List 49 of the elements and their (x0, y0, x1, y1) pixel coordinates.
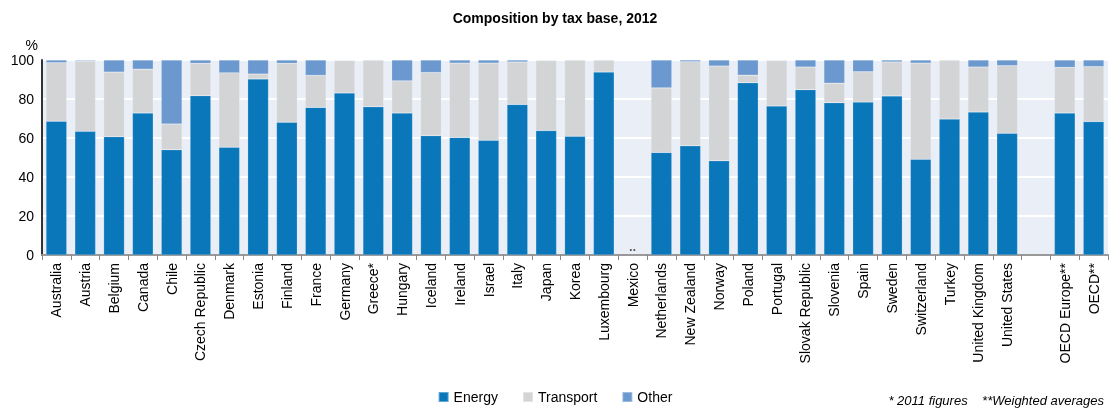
x-tick-label: Czech Republic (192, 263, 209, 362)
x-tick-label: Finland (278, 263, 295, 309)
y-tick-label: 60 (18, 130, 35, 146)
x-tick-label: Korea (567, 262, 583, 301)
y-tick-label: 40 (18, 169, 35, 185)
x-tick-label: United States (999, 263, 1016, 348)
x-tick-label: Norway (711, 263, 728, 311)
y-tick-label: 80 (18, 91, 35, 107)
x-tick-label: Italy (509, 263, 526, 289)
x-tick-label: Australia (48, 262, 65, 318)
x-tick-label: Turkey (941, 263, 958, 306)
y-tick-label: 20 (18, 208, 35, 224)
x-tick-label: OECD** (1085, 262, 1102, 315)
y-tick-label: 0 (26, 247, 35, 263)
x-tick-label: Denmark (221, 262, 238, 320)
x-tick-label: Switzerland (912, 263, 929, 336)
x-tick-label: Mexico (624, 262, 641, 308)
x-tick-label: Luxembourg (595, 263, 612, 341)
annotation: .. (629, 239, 637, 254)
x-tick-label: Canada (134, 262, 151, 313)
x-tick-label: Japan (538, 263, 555, 302)
x-tick-label: Slovenia (826, 262, 843, 317)
x-tick-label: Poland (739, 263, 756, 307)
x-tick-label: Spain (855, 263, 872, 299)
x-tick-label: France (307, 262, 324, 307)
x-tick-label: OECD Europe** (1056, 262, 1073, 364)
x-tick-label: Austria (77, 262, 94, 307)
legend-label: Other (637, 389, 673, 405)
x-tick-label: Belgium (106, 263, 123, 314)
legend-label: Transport (537, 389, 598, 405)
x-tick-label: Portugal (768, 263, 785, 316)
x-tick-label: United Kingdom (970, 263, 987, 363)
x-tick-label: Greece* (365, 262, 382, 315)
x-tick-label: Germany (336, 263, 353, 321)
x-tick-label: Estonia (250, 262, 267, 310)
legend-label: Energy (453, 389, 498, 405)
x-tick-label: Netherlands (653, 263, 670, 339)
x-tick-label: Slovak Republic (797, 263, 814, 364)
y-tick-label: 100 (10, 52, 35, 68)
x-tick-label: Sweden (883, 263, 900, 314)
chart-title: Composition by tax base, 2012 (452, 10, 658, 26)
text: * 2011 figures **Weighted averages (888, 393, 1105, 408)
y-axis-title: % (25, 37, 38, 53)
x-tick-label: New Zealand (682, 263, 699, 346)
x-tick-label: Ireland (451, 263, 468, 306)
x-tick-label: Israel (480, 263, 497, 298)
x-tick-label: Hungary (394, 263, 411, 316)
x-tick-label: Iceland (422, 263, 439, 309)
x-tick-label: Chile (163, 262, 180, 295)
